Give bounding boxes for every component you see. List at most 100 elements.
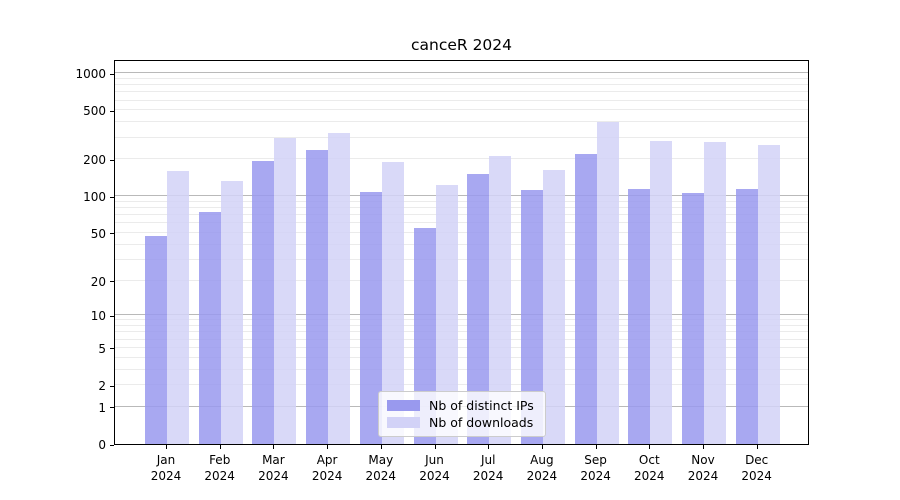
x-tick-label-year: 2024 <box>258 469 289 483</box>
x-tick <box>380 445 382 449</box>
x-tick-label-year: 2024 <box>741 469 772 483</box>
x-tick <box>219 445 221 449</box>
y-tick-label: 2 <box>98 379 106 394</box>
grid-line-minor <box>115 109 808 111</box>
bar-distinct-ips <box>306 149 329 444</box>
y-tick-label: 1000 <box>75 67 106 82</box>
x-tick-label-year: 2024 <box>472 469 504 483</box>
x-tick-label: Dec 2024 <box>725 452 789 484</box>
y-tick <box>110 407 114 409</box>
bar-distinct-ips <box>359 192 382 444</box>
grid-line-minor <box>115 158 808 160</box>
x-tick-label: Jun 2024 <box>403 452 467 484</box>
y-tick-label: 500 <box>83 104 106 119</box>
y-tick-label: 5 <box>98 341 106 356</box>
grid-line-minor <box>115 207 808 209</box>
y-tick-label: 1 <box>98 400 106 415</box>
y-tick <box>110 110 114 112</box>
y-tick <box>110 73 114 75</box>
x-tick-label-year: 2024 <box>634 469 665 483</box>
x-tick <box>488 445 490 449</box>
bar-downloads <box>381 162 404 444</box>
x-tick <box>595 445 597 449</box>
x-tick-label-year: 2024 <box>687 469 719 483</box>
grid-line-minor <box>115 91 808 93</box>
x-tick-label-year: 2024 <box>204 469 235 483</box>
x-tick-label: Sep 2024 <box>564 452 628 484</box>
grid-line-minor <box>115 243 808 245</box>
bar-downloads <box>650 140 673 444</box>
grid-line-minor <box>115 319 808 321</box>
legend: Nb of distinct IPs Nb of downloads <box>378 391 546 437</box>
legend-entry-downloads: Nb of downloads <box>387 414 537 431</box>
x-tick-label: Mar 2024 <box>241 452 305 484</box>
bar-distinct-ips <box>198 211 221 444</box>
grid-line-minor <box>115 99 808 101</box>
grid-line-minor <box>115 77 808 79</box>
x-tick-label: May 2024 <box>349 452 413 484</box>
grid-line-minor <box>115 258 808 260</box>
x-tick-label: Jul 2024 <box>456 452 520 484</box>
grid-line-minor <box>115 121 808 123</box>
bar-distinct-ips <box>628 189 651 444</box>
grid-line-minor <box>115 384 808 386</box>
x-tick-label-year: 2024 <box>580 469 611 483</box>
y-tick <box>110 385 114 387</box>
bar-downloads <box>220 181 243 444</box>
grid-line-minor <box>115 331 808 333</box>
bar-downloads <box>757 144 780 444</box>
bar-downloads <box>328 132 351 444</box>
chart-title: canceR 2024 <box>410 36 513 54</box>
legend-label-distinct-ips: Nb of distinct IPs <box>429 398 534 413</box>
plot-area <box>114 60 809 445</box>
grid-line-minor <box>115 325 808 327</box>
x-tick-label-year: 2024 <box>419 469 450 483</box>
x-tick-label: Aug 2024 <box>510 452 574 484</box>
bar-distinct-ips <box>467 174 490 444</box>
x-tick-label-year: 2024 <box>311 469 343 483</box>
legend-entry-distinct-ips: Nb of distinct IPs <box>387 397 537 414</box>
bar-distinct-ips <box>145 236 167 444</box>
bar-downloads <box>542 170 565 444</box>
bar-distinct-ips <box>520 190 543 444</box>
grid-line-minor <box>115 338 808 340</box>
x-tick <box>649 445 651 449</box>
grid-line-minor <box>115 231 808 233</box>
y-tick-label: 0 <box>98 438 106 452</box>
grid-line-minor <box>115 200 808 202</box>
y-tick-label: 200 <box>83 153 106 168</box>
legend-swatch-distinct-ips <box>387 400 420 411</box>
y-tick <box>110 159 114 161</box>
grid-line-major <box>115 72 808 74</box>
bar-downloads <box>435 185 458 444</box>
bar-downloads <box>489 155 512 444</box>
y-tick <box>110 348 114 350</box>
legend-label-downloads: Nb of downloads <box>429 415 534 430</box>
bar-downloads <box>596 122 619 444</box>
x-tick-label-year: 2024 <box>526 469 558 483</box>
bar-distinct-ips <box>682 193 704 444</box>
legend-swatch-downloads <box>387 417 420 428</box>
y-tick-label: 10 <box>90 309 106 324</box>
x-tick <box>166 445 167 449</box>
x-tick-label: Apr 2024 <box>295 452 359 484</box>
grid-line-minor <box>115 356 808 358</box>
bar-distinct-ips <box>574 153 597 444</box>
grid-line-minor <box>115 136 808 138</box>
grid-line-minor <box>115 346 808 348</box>
y-tick <box>110 196 114 198</box>
x-tick-label-year: 2024 <box>365 469 397 483</box>
y-tick-label: 100 <box>83 190 106 205</box>
grid-line-minor <box>115 222 808 224</box>
y-tick <box>110 444 114 446</box>
x-tick <box>327 445 329 449</box>
y-tick <box>110 233 114 235</box>
x-tick <box>434 445 436 449</box>
grid-line-minor <box>115 214 808 216</box>
y-tick-label: 50 <box>90 226 106 241</box>
x-tick-label-year: 2024 <box>150 469 182 483</box>
y-tick <box>110 315 114 317</box>
bar-downloads <box>704 141 726 444</box>
bar-distinct-ips <box>413 227 436 444</box>
